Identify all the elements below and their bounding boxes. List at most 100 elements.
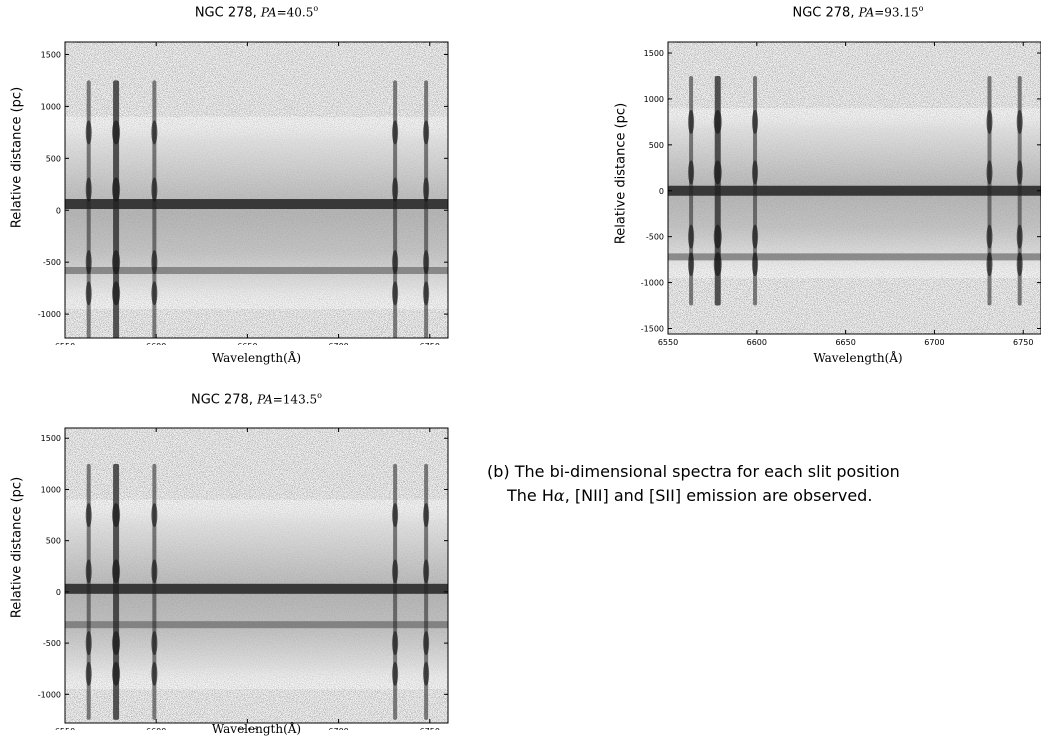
emission-knot <box>85 661 92 686</box>
y-tick-label: -500 <box>646 233 664 242</box>
emission-line <box>714 75 721 306</box>
emission-knot <box>151 503 158 528</box>
caption-text: The H <box>507 486 554 505</box>
bright-row <box>65 583 448 594</box>
title-prefix: NGC 278, <box>191 392 258 408</box>
title-prefix: NGC 278, <box>792 5 859 21</box>
emission-knot <box>112 250 121 275</box>
emission-knot <box>151 631 158 656</box>
x-axis-label: Wavelength(Å) <box>813 351 903 365</box>
plot-frame <box>64 41 449 339</box>
y-tick-label: 0 <box>56 206 61 215</box>
emission-line <box>753 75 758 306</box>
emission-knot <box>713 160 722 185</box>
emission-knot <box>85 281 92 306</box>
caption-text: , [NII] and [SII] emission are observed. <box>564 486 873 505</box>
y-tick-label: -1000 <box>38 690 61 699</box>
pa-label: PA <box>257 392 273 407</box>
plot-frame <box>64 427 449 724</box>
emission-knot <box>1016 160 1023 185</box>
alpha-symbol: α <box>553 486 565 505</box>
emission-knot <box>688 109 695 134</box>
title-prefix: NGC 278, <box>194 5 261 21</box>
emission-knot <box>151 661 158 686</box>
emission-line <box>152 80 157 338</box>
emission-knot <box>151 250 158 275</box>
emission-line <box>86 463 91 720</box>
emission-knot <box>151 177 158 202</box>
x-tick-label: 6700 <box>328 342 348 345</box>
pa-label: PA <box>260 5 277 20</box>
emission-knot <box>713 109 722 134</box>
emission-knot <box>688 252 695 277</box>
emission-line <box>152 463 157 720</box>
emission-knot <box>1016 252 1023 277</box>
spectrum-image <box>65 428 448 723</box>
y-tick-label: 1000 <box>41 485 61 494</box>
emission-knot <box>986 109 993 134</box>
spectrum-plot: 6550 6600 6650 6700 6750 -1000 -500 0 500 1000 150… <box>38 427 449 730</box>
x-tick-label: 6650 <box>835 338 855 345</box>
emission-knot <box>986 252 993 277</box>
emission-knot <box>151 559 158 584</box>
y-tick-label: -500 <box>43 258 61 267</box>
emission-knot <box>688 160 695 185</box>
y-tick-label: 1000 <box>644 95 664 104</box>
x-tick-label: 6750 <box>420 727 440 730</box>
y-tick-label: 0 <box>659 187 664 196</box>
emission-knot <box>112 177 121 202</box>
emission-knot <box>752 252 759 277</box>
emission-knot <box>986 224 993 249</box>
x-tick-label: 6550 <box>658 338 678 345</box>
emission-knot <box>423 559 430 584</box>
pa-label: PA <box>858 5 875 20</box>
emission-knot <box>423 177 430 202</box>
y-tick-label: -500 <box>43 639 61 648</box>
x-tick-label: 6550 <box>55 342 75 345</box>
bright-row <box>65 199 448 210</box>
emission-knot <box>986 160 993 185</box>
y-tick-label: 1500 <box>644 49 664 58</box>
emission-knot <box>392 177 399 202</box>
spectrum-image <box>65 42 448 338</box>
emission-knot <box>151 281 158 306</box>
emission-line <box>393 80 398 338</box>
spectrum-plot: 6550 6600 6650 6700 6750 -1000 -500 0 500 1000 150… <box>38 41 449 345</box>
plot-frame <box>667 41 1041 335</box>
emission-line <box>86 80 91 338</box>
emission-knot <box>392 250 399 275</box>
emission-knot <box>112 120 121 145</box>
emission-knot <box>85 559 92 584</box>
spectrum-plot: 6550 6600 6650 6700 6750 -1500 -1000 -500 0 500 10… <box>641 41 1041 345</box>
x-tick-label: 6650 <box>237 342 257 345</box>
x-tick-label: 6600 <box>146 342 166 345</box>
caption-line-2: The Hα, [NII] and [SII] emission are obs… <box>487 484 900 508</box>
emission-knot <box>112 281 121 306</box>
pa-eq: = <box>272 392 283 407</box>
y-tick-label: 500 <box>46 154 61 163</box>
emission-knot <box>423 120 430 145</box>
emission-knot <box>151 120 158 145</box>
y-tick-label: -1000 <box>641 279 664 288</box>
y-tick-label: 1500 <box>41 50 61 59</box>
pa-eq: = <box>874 5 885 20</box>
emission-knot <box>392 281 399 306</box>
emission-knot <box>1016 224 1023 249</box>
pa-eq: = <box>276 5 287 20</box>
emission-knot <box>423 503 430 528</box>
emission-line <box>113 80 120 338</box>
emission-knot <box>85 631 92 656</box>
pa-unit: o <box>313 4 319 13</box>
emission-knot <box>752 160 759 185</box>
emission-knot <box>85 177 92 202</box>
emission-knot <box>112 503 121 528</box>
pa-value: 93.15 <box>884 5 919 20</box>
emission-knot <box>392 503 399 528</box>
pa-value: 40.5 <box>286 5 314 20</box>
emission-knot <box>1016 109 1023 134</box>
emission-line <box>424 463 429 720</box>
pa-value: 143.5 <box>282 392 318 407</box>
y-tick-label: -1000 <box>38 310 61 319</box>
emission-knot <box>752 109 759 134</box>
x-tick-label: 6700 <box>328 727 348 730</box>
